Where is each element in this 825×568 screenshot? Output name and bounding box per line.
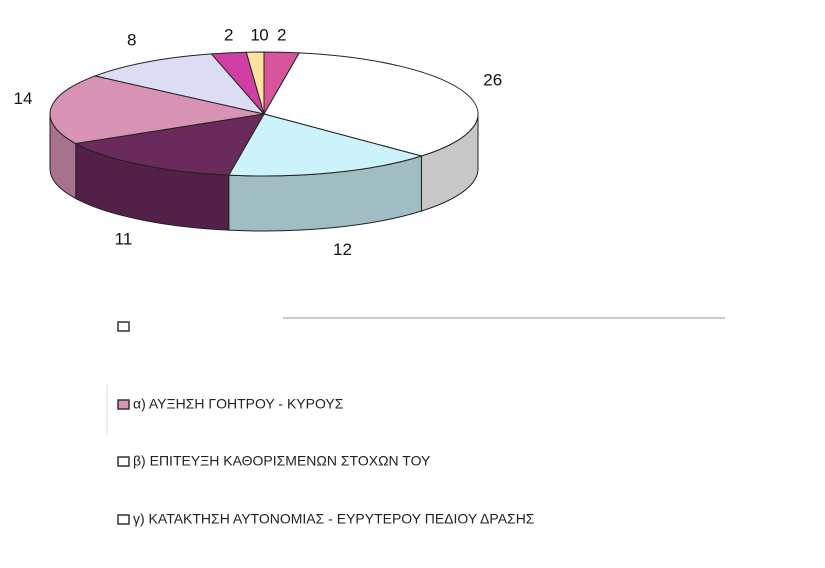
legend-swatch <box>117 321 130 332</box>
pie-slice <box>263 52 479 157</box>
pie-slice <box>93 53 266 115</box>
pie-slice <box>49 75 265 145</box>
data-label: 8 <box>127 31 136 50</box>
data-label: 14 <box>14 89 33 108</box>
data-label: 0 <box>259 25 268 44</box>
data-label: 1 <box>250 25 259 44</box>
legend-label: α) ΑΥΞΗΣΗ ΓΟΗΤΡΟΥ - ΚΥΡΟΥΣ <box>133 396 344 412</box>
pie-slice <box>227 113 424 177</box>
legend-label: β) ΕΠΙΤΕΥΞΗ ΚΑΘΟΡΙΣΜΕΝΩΝ ΣΤΟΧΩΝ ΤΟΥ <box>133 453 431 469</box>
legend-swatch <box>117 456 130 467</box>
data-label: 2 <box>224 25 233 44</box>
data-label: 11 <box>115 230 133 249</box>
pie-slice <box>74 113 265 176</box>
data-label: 26 <box>483 70 502 89</box>
legend-label: γ) ΚΑΤΑΚΤΗΣΗ ΑΥΤΟΝΟΜΙΑΣ - ΕΥΡΥΤΕΡΟΥ ΠΕΔΙ… <box>133 511 535 527</box>
data-label: 12 <box>333 240 352 259</box>
legend-swatch <box>117 399 130 410</box>
data-label: 2 <box>277 25 286 44</box>
legend-swatch <box>117 514 130 525</box>
